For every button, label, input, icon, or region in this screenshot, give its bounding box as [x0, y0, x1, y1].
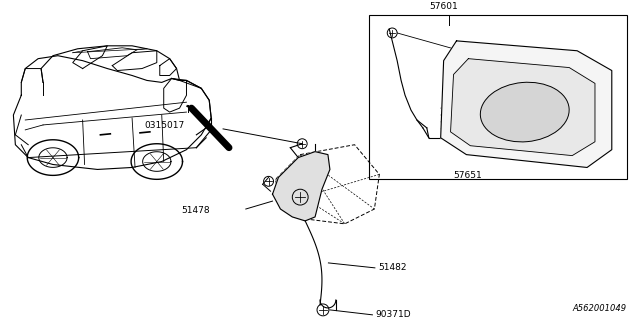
Text: A562001049: A562001049 [573, 304, 627, 313]
Text: 57651: 57651 [454, 172, 483, 180]
Text: 0315017: 0315017 [144, 121, 184, 131]
Text: 51482: 51482 [378, 263, 406, 272]
Polygon shape [273, 152, 330, 221]
Polygon shape [441, 41, 612, 167]
Text: M660023: M660023 [481, 51, 524, 60]
Text: 57601: 57601 [429, 2, 458, 11]
Bar [369, 15, 627, 179]
Ellipse shape [481, 82, 569, 142]
Text: 51478: 51478 [182, 206, 210, 215]
Text: 90371D: 90371D [376, 310, 411, 319]
Polygon shape [451, 59, 595, 156]
